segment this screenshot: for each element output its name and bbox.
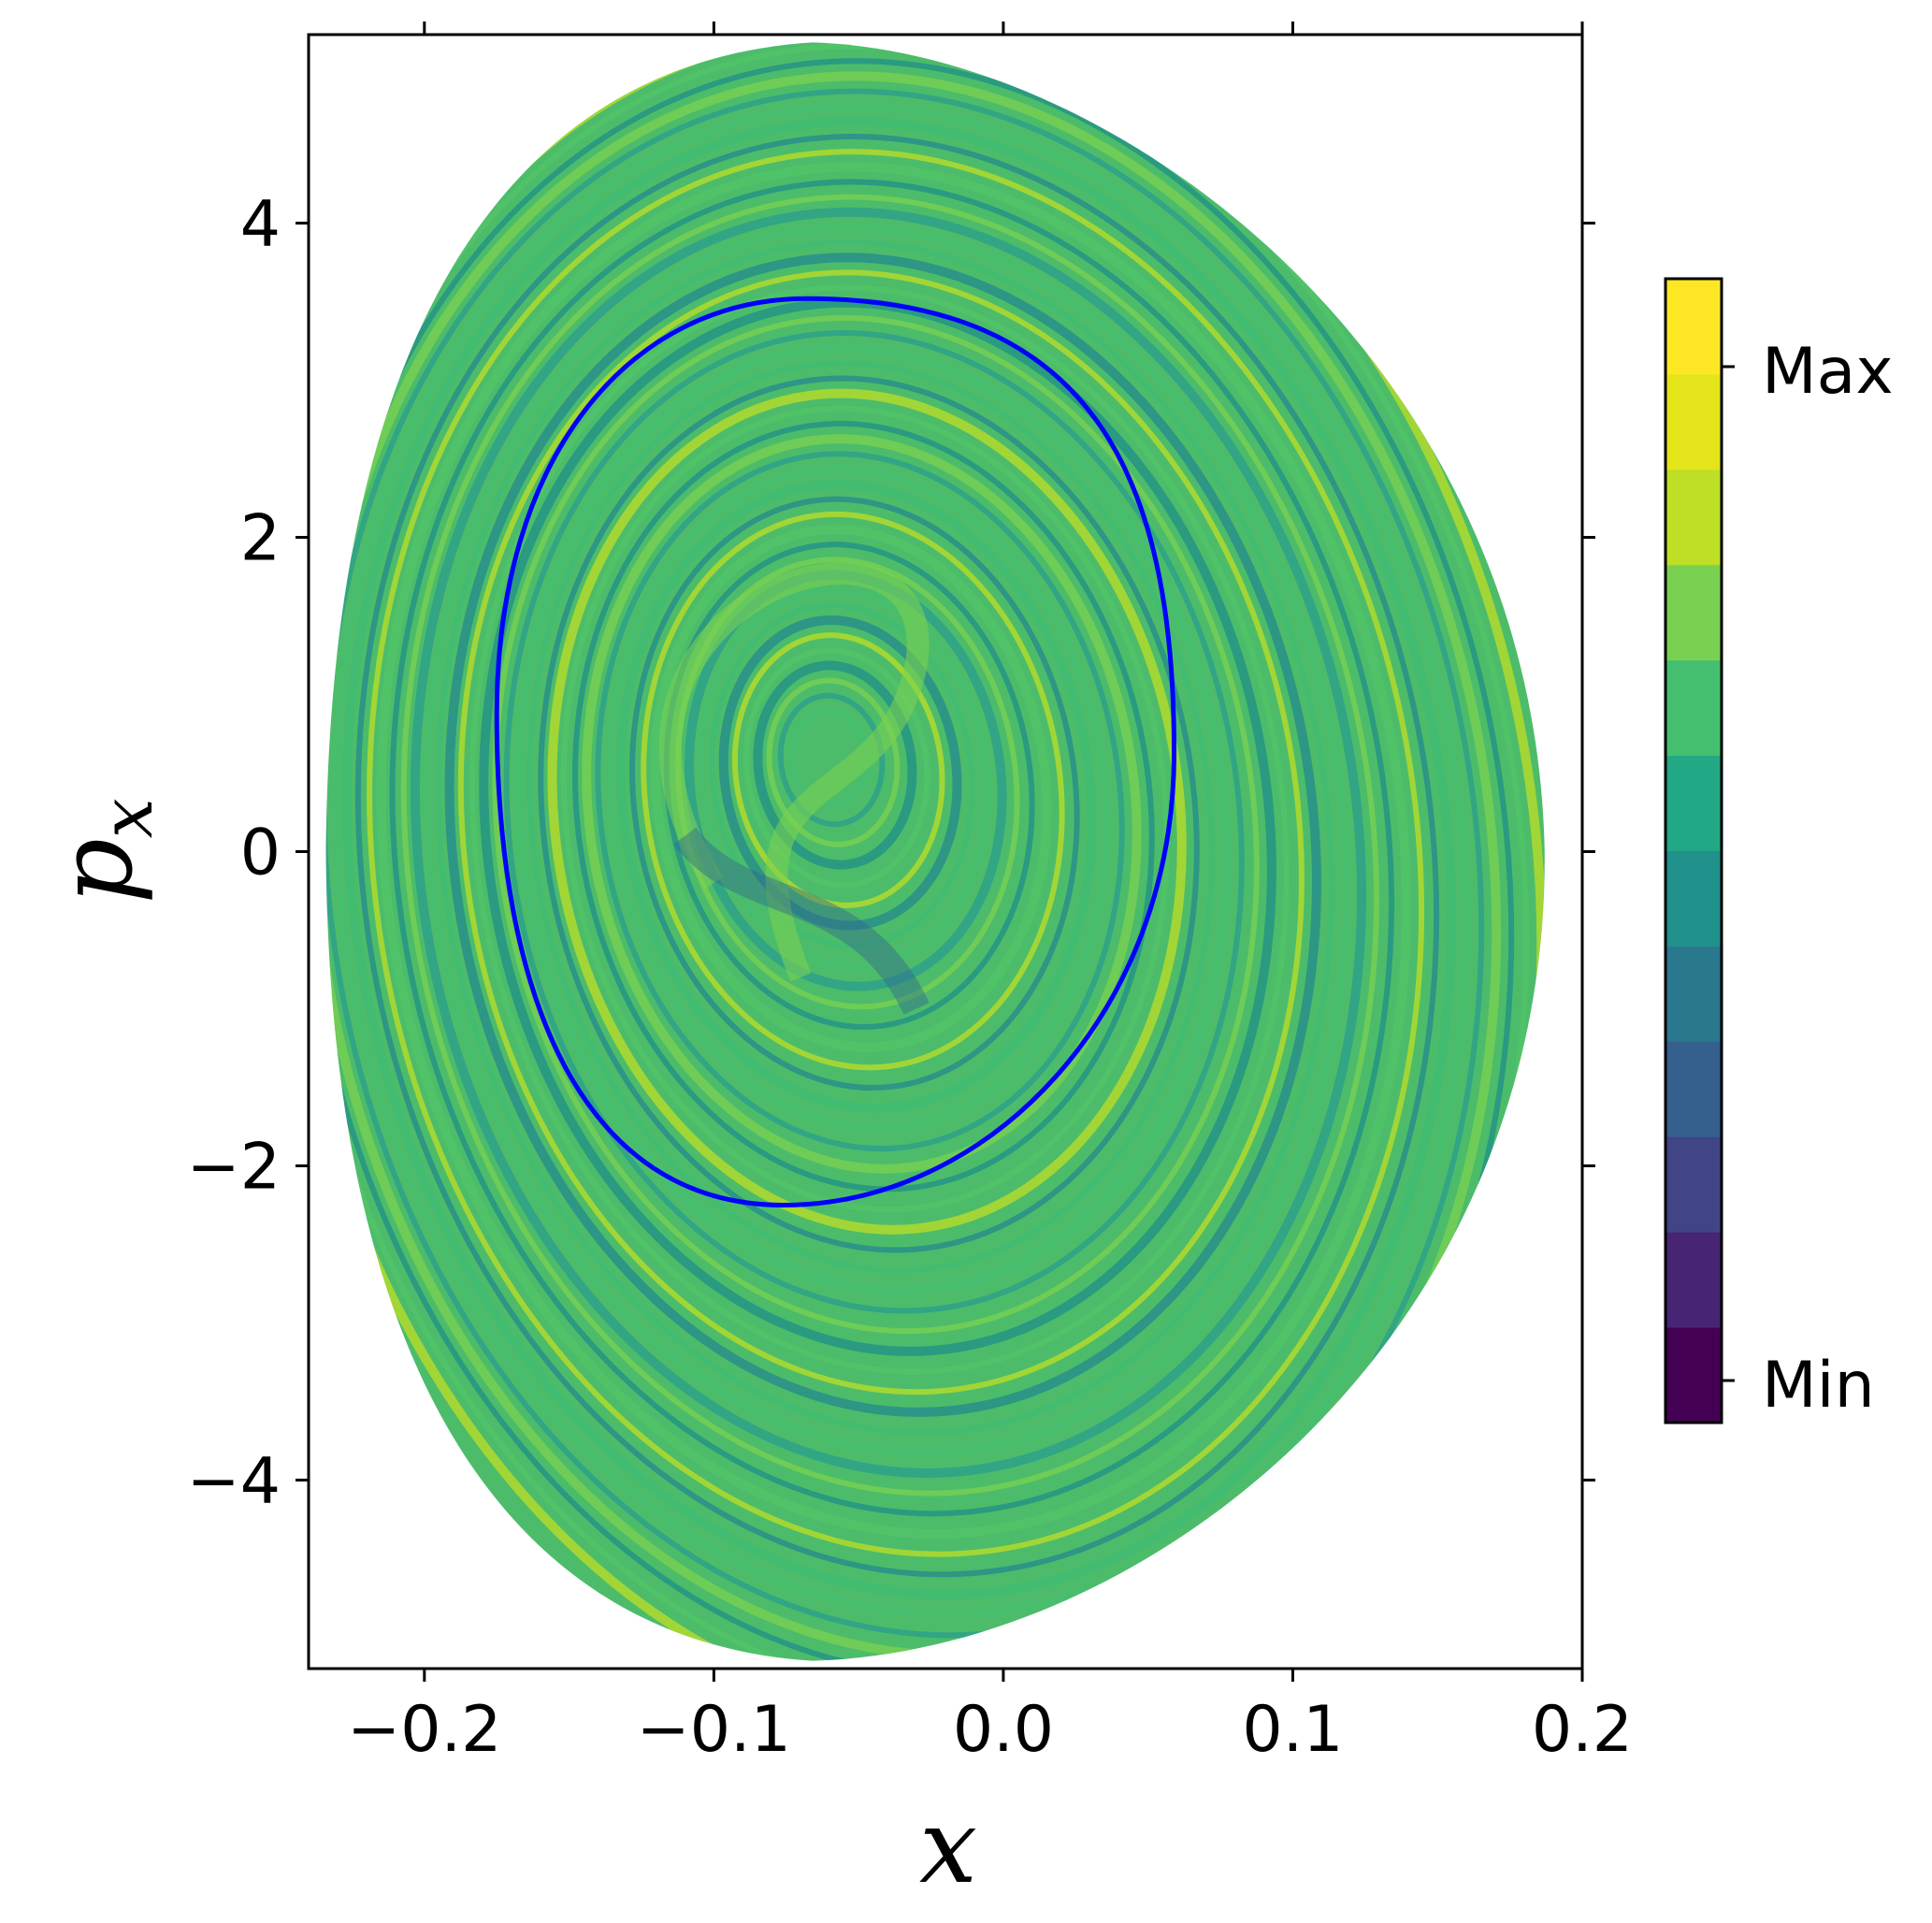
texture-swirl	[673, 827, 930, 1015]
texture-band	[560, 405, 1170, 1213]
colorbar-level	[1665, 755, 1722, 851]
texture-band	[641, 511, 1065, 1071]
texture-band	[503, 330, 1245, 1314]
x-tick-label: −0.1	[637, 1693, 791, 1767]
texture-band	[615, 479, 1097, 1113]
colorbar-label-max: Max	[1762, 335, 1894, 409]
colorbar-level	[1665, 564, 1722, 661]
texture-band	[538, 375, 1200, 1253]
texture-band	[341, 116, 1457, 1599]
colorbar: Max Min	[1664, 277, 1894, 1424]
texture-band	[457, 269, 1305, 1395]
colorbar-level	[1665, 373, 1722, 470]
texture-band	[595, 451, 1125, 1152]
x-axis: −0.2 −0.1 0.0 0.1 0.2	[347, 22, 1633, 1767]
texture-band	[325, 43, 1530, 1661]
y-tick-label: 4	[240, 188, 281, 262]
texture-band	[606, 466, 1110, 1132]
texture-band	[571, 420, 1155, 1193]
y-tick-label: 0	[240, 817, 281, 890]
colorbar-frame	[1664, 277, 1723, 1424]
y-tick-label: −4	[187, 1444, 281, 1518]
x-tick-label: 0.2	[1532, 1693, 1633, 1767]
colorbar-level	[1665, 1232, 1722, 1328]
texture-band	[411, 207, 1366, 1478]
colorbar-level	[1665, 279, 1722, 375]
texture-band	[469, 284, 1290, 1375]
y-axis-label-subscript: x	[85, 798, 168, 838]
texture-band	[367, 149, 1425, 1557]
colorbar-level	[1665, 1327, 1722, 1424]
x-axis-label: x	[919, 1786, 977, 1906]
texture-band	[709, 601, 975, 949]
texture-band	[400, 194, 1379, 1496]
texture-band	[512, 343, 1232, 1295]
y-axis-label: px	[36, 798, 168, 904]
texture-band	[435, 239, 1334, 1436]
phase-space-bands	[325, 42, 1545, 1661]
colorbar-label-min: Min	[1762, 1349, 1875, 1423]
texture-band	[731, 632, 945, 908]
texture-band	[424, 224, 1349, 1456]
boundary-curve	[494, 296, 1177, 1207]
x-tick-label: −0.2	[347, 1693, 501, 1767]
x-tick-label: 0.1	[1242, 1693, 1343, 1767]
texture-band	[376, 162, 1411, 1539]
texture-band	[325, 58, 1515, 1661]
texture-band	[743, 647, 930, 889]
colorbar-level	[1665, 1041, 1722, 1137]
texture-band	[354, 134, 1440, 1578]
y-tick-label: −2	[187, 1130, 281, 1204]
colorbar-levels	[1665, 279, 1722, 1424]
texture-band	[526, 360, 1215, 1274]
y-axis: −4 −2 0 2 4	[187, 188, 1595, 1518]
x-tick-label: 0.0	[953, 1693, 1054, 1767]
colorbar-level	[1665, 850, 1722, 947]
texture-band	[479, 297, 1276, 1356]
plot-area	[325, 42, 1545, 1661]
texture-band	[753, 660, 917, 870]
texture-band	[325, 42, 1545, 1661]
texture-band	[718, 614, 962, 931]
texture-band	[582, 434, 1142, 1174]
texture-band	[332, 103, 1470, 1618]
texture-band	[492, 314, 1260, 1335]
colorbar-level	[1665, 946, 1722, 1042]
colorbar-level	[1665, 1136, 1722, 1233]
colorbar-level	[1665, 469, 1722, 566]
texture-band	[547, 388, 1187, 1235]
texture-band	[698, 586, 990, 969]
texture-band	[444, 253, 1321, 1417]
svg-text:px: px	[36, 798, 168, 904]
texture-band	[629, 496, 1080, 1092]
texture-swirl	[659, 562, 930, 982]
texture-band	[389, 179, 1394, 1517]
y-tick-label: 2	[240, 502, 281, 576]
texture-band	[650, 525, 1052, 1052]
colorbar-level	[1665, 659, 1722, 757]
texture-band	[766, 677, 901, 847]
y-axis-label-main: p	[36, 838, 155, 904]
